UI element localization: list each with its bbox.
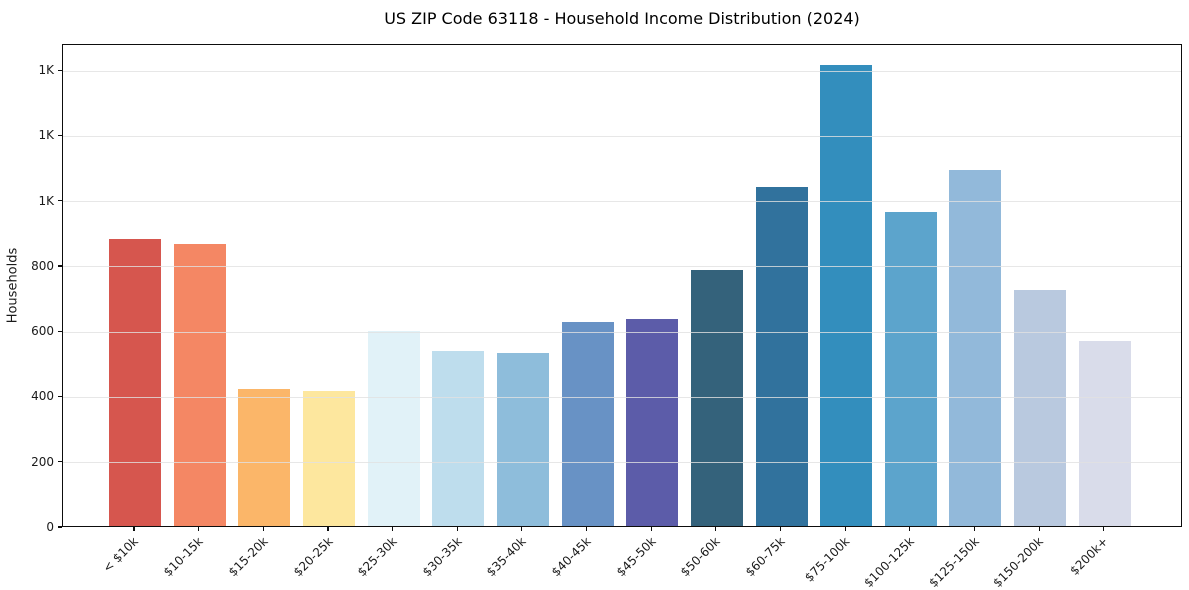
x-tick-label: $20-25k bbox=[290, 534, 336, 580]
x-tick-mark bbox=[650, 527, 652, 531]
gridline bbox=[63, 135, 1181, 137]
gridline bbox=[63, 396, 1181, 398]
y-tick-mark bbox=[57, 461, 62, 463]
y-tick-label: 400 bbox=[31, 389, 54, 404]
bar bbox=[173, 243, 226, 526]
gridline bbox=[63, 462, 1181, 464]
x-tick-mark bbox=[198, 527, 200, 531]
x-tick-mark bbox=[585, 527, 588, 531]
y-tick-mark bbox=[57, 526, 62, 528]
x-tick-label: $40-45k bbox=[548, 534, 594, 580]
y-tick-label: 200 bbox=[31, 454, 54, 469]
y-tick-label: 1K bbox=[38, 193, 54, 208]
plot-area bbox=[62, 44, 1182, 527]
gridline bbox=[63, 70, 1181, 72]
x-tick-mark bbox=[973, 527, 976, 531]
bar bbox=[949, 169, 1002, 526]
y-tick-mark bbox=[57, 330, 62, 332]
y-tick-mark bbox=[57, 395, 62, 398]
x-tick-label: $10-15k bbox=[160, 534, 206, 580]
x-tick-mark bbox=[909, 527, 911, 531]
x-tick-mark bbox=[327, 527, 329, 531]
x-tick-mark bbox=[133, 527, 135, 531]
bar bbox=[432, 350, 485, 526]
x-tick-label: $45-50k bbox=[613, 534, 659, 580]
y-tick-label: 1K bbox=[38, 128, 54, 143]
x-tick-label: $15-20k bbox=[225, 534, 271, 580]
gridline bbox=[63, 201, 1181, 203]
bar bbox=[820, 65, 873, 526]
bar bbox=[1078, 341, 1131, 526]
bar bbox=[238, 388, 291, 526]
bar bbox=[496, 353, 549, 526]
y-tick-label: 1K bbox=[38, 63, 54, 78]
x-tick-label: < $10k bbox=[100, 534, 142, 576]
x-tick-mark bbox=[392, 527, 394, 531]
bar bbox=[561, 322, 614, 526]
x-tick-label: $35-40k bbox=[484, 534, 530, 580]
y-tick-label: 600 bbox=[31, 324, 54, 339]
bar bbox=[302, 391, 355, 526]
bar bbox=[755, 186, 808, 526]
y-tick-label: 0 bbox=[46, 520, 54, 534]
x-tick-mark bbox=[1103, 527, 1105, 531]
y-tick-mark bbox=[57, 69, 62, 71]
x-tick-label: $100-125k bbox=[861, 534, 918, 590]
x-tick-mark bbox=[1038, 527, 1040, 531]
bar bbox=[1014, 289, 1067, 526]
x-tick-label: $75-100k bbox=[802, 534, 853, 585]
y-tick-label: 800 bbox=[31, 258, 54, 273]
x-tick-mark bbox=[844, 527, 846, 531]
bar bbox=[367, 330, 420, 526]
x-tick-label: $50-60k bbox=[678, 534, 724, 580]
x-tick-mark bbox=[779, 527, 782, 531]
x-tick-mark bbox=[715, 527, 717, 531]
y-tick-mark bbox=[57, 265, 62, 267]
bar bbox=[626, 319, 679, 526]
y-tick-mark bbox=[57, 134, 62, 136]
x-tick-label: $25-30k bbox=[354, 534, 400, 580]
chart-title: US ZIP Code 63118 - Household Income Dis… bbox=[384, 9, 860, 28]
x-tick-mark bbox=[456, 527, 458, 531]
x-tick-label: $125-150k bbox=[925, 534, 982, 590]
bar bbox=[109, 238, 161, 526]
gridline bbox=[63, 266, 1181, 268]
x-tick-label: $30-35k bbox=[419, 534, 465, 580]
x-tick-mark bbox=[521, 527, 523, 531]
x-tick-label: $60-75k bbox=[742, 534, 788, 580]
x-tick-mark bbox=[262, 527, 264, 531]
y-tick-mark bbox=[57, 200, 62, 202]
gridline bbox=[63, 331, 1181, 333]
x-tick-label: $200k+ bbox=[1067, 534, 1111, 578]
bar bbox=[884, 211, 937, 526]
x-tick-label: $150-200k bbox=[990, 534, 1047, 590]
